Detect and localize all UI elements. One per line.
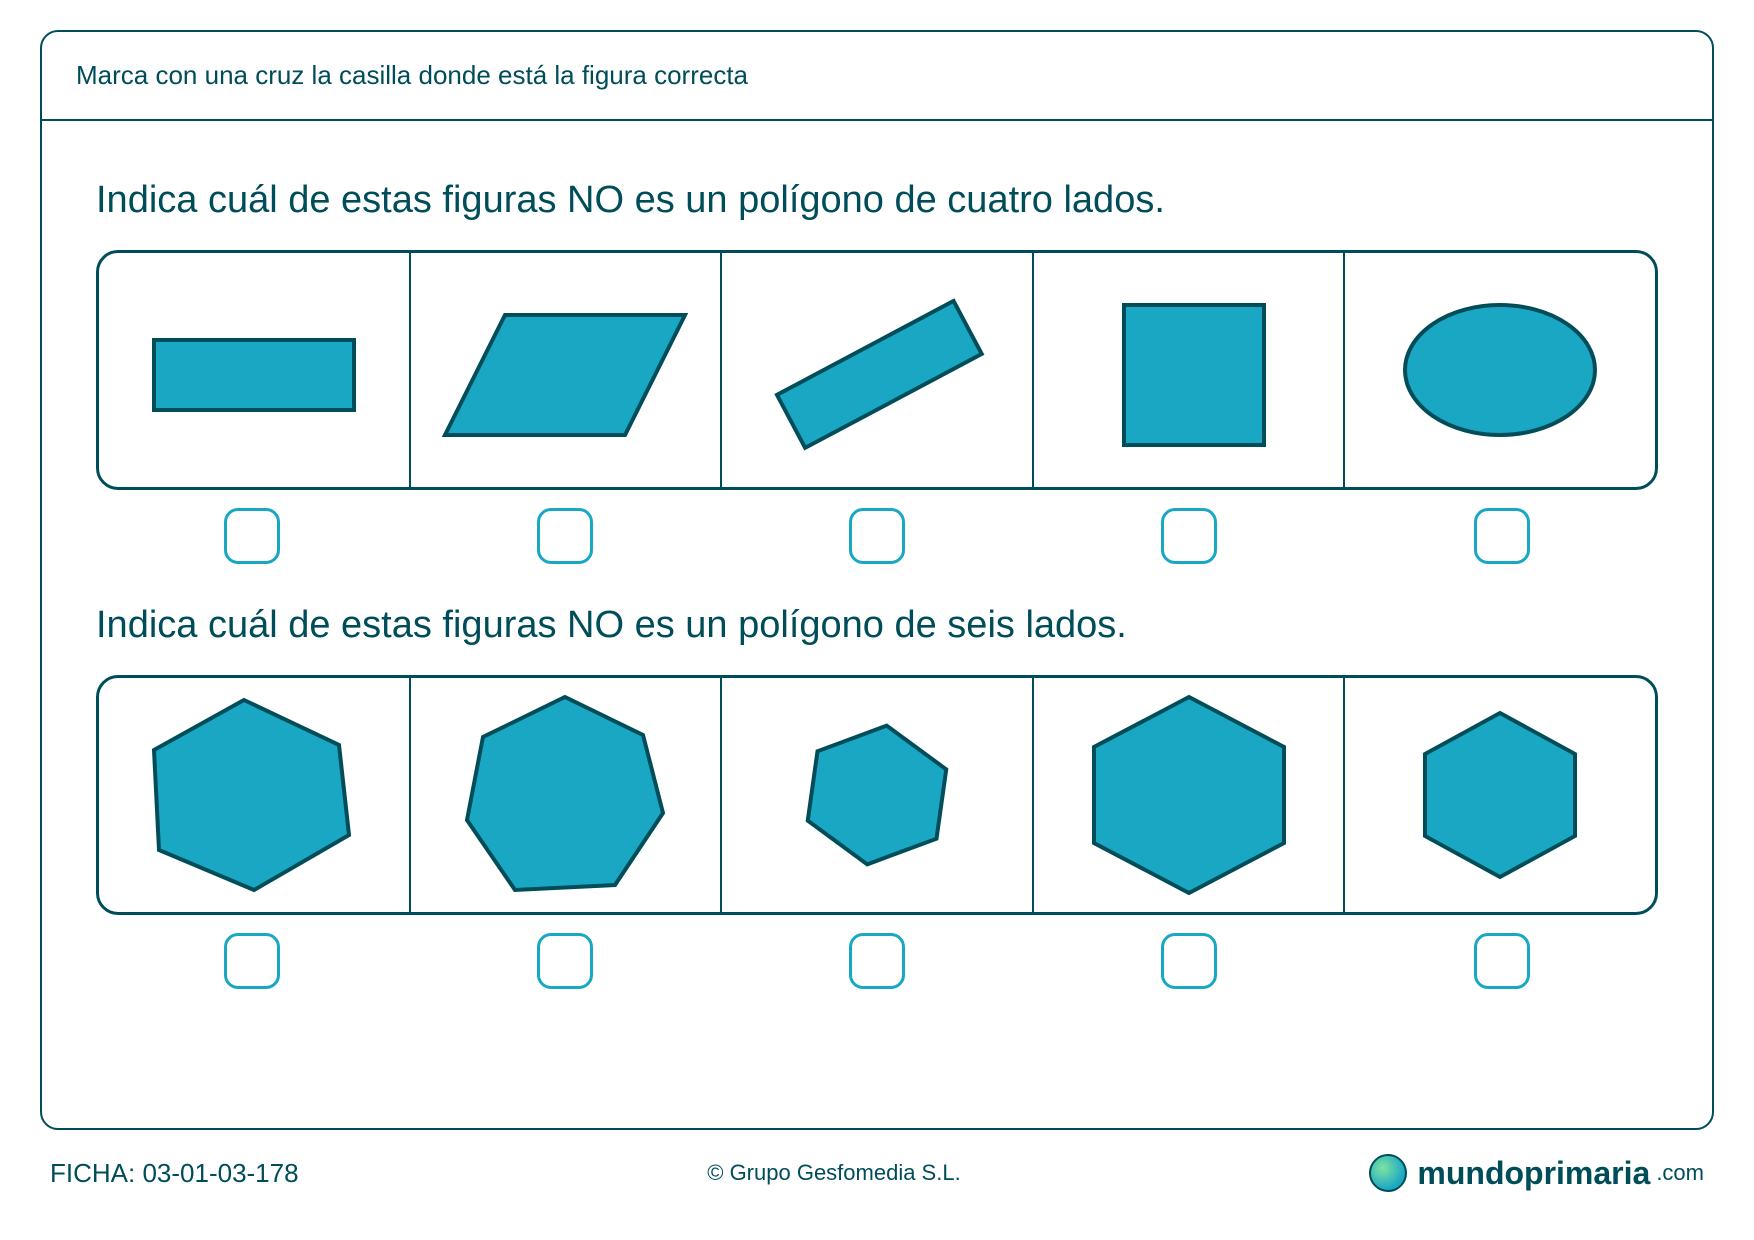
shape-hexagon-large <box>1034 678 1346 912</box>
checkbox-q2-2[interactable] <box>537 933 593 989</box>
shape-ellipse <box>1345 253 1655 487</box>
shape-parallelogram <box>411 253 723 487</box>
shape-rectangle <box>99 253 411 487</box>
ficha-id: FICHA: 03-01-03-178 <box>50 1158 299 1189</box>
question-1-prompt: Indica cuál de estas figuras NO es un po… <box>96 179 1658 222</box>
instruction-text: Marca con una cruz la casilla donde está… <box>76 60 748 90</box>
shape-hexagon-irreg-1 <box>99 678 411 912</box>
worksheet-content: Indica cuál de estas figuras NO es un po… <box>42 121 1712 1049</box>
copyright: © Grupo Gesfomedia S.L. <box>707 1160 960 1186</box>
checkbox-q2-3[interactable] <box>849 933 905 989</box>
checkbox-q1-4[interactable] <box>1161 508 1217 564</box>
question-2-shapes-row <box>96 675 1658 915</box>
logo: mundoprimaria.com <box>1369 1154 1704 1192</box>
checkbox-q1-2[interactable] <box>537 508 593 564</box>
shape-rotated-rectangle <box>722 253 1034 487</box>
checkbox-q1-3[interactable] <box>849 508 905 564</box>
question-2-prompt: Indica cuál de estas figuras NO es un po… <box>96 604 1658 647</box>
question-2-checkboxes <box>96 933 1658 989</box>
question-1-shapes-row <box>96 250 1658 490</box>
checkbox-q2-5[interactable] <box>1474 933 1530 989</box>
footer: FICHA: 03-01-03-178 © Grupo Gesfomedia S… <box>40 1130 1714 1192</box>
shape-hexagon-reg <box>1345 678 1655 912</box>
checkbox-q2-1[interactable] <box>224 933 280 989</box>
question-1-checkboxes <box>96 508 1658 564</box>
globe-icon <box>1369 1154 1407 1192</box>
checkbox-q1-5[interactable] <box>1474 508 1530 564</box>
instruction-bar: Marca con una cruz la casilla donde está… <box>42 32 1712 121</box>
logo-suffix: .com <box>1656 1160 1704 1186</box>
checkbox-q2-4[interactable] <box>1161 933 1217 989</box>
logo-text: mundoprimaria <box>1417 1155 1650 1192</box>
shape-hexagon-small <box>722 678 1034 912</box>
worksheet-frame: Marca con una cruz la casilla donde está… <box>40 30 1714 1130</box>
checkbox-q1-1[interactable] <box>224 508 280 564</box>
shape-heptagon <box>411 678 723 912</box>
shape-square <box>1034 253 1346 487</box>
